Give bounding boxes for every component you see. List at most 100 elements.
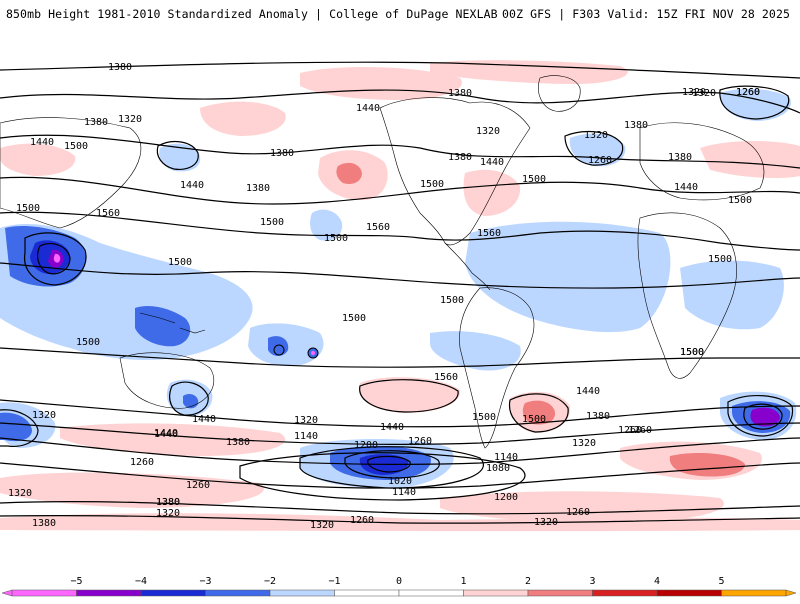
contour-label: 1500 [342, 313, 366, 324]
contour-label: 1260 [628, 425, 652, 436]
legend: −5 −4 −3 −2 −1 0 1 2 3 4 5 [0, 568, 800, 600]
contour-label: 1500 [324, 233, 348, 244]
contour-label: 1440 [154, 428, 178, 439]
contour-label: 1380 [246, 183, 270, 194]
shade-neg2-indonesia [135, 306, 191, 347]
coast-europe [639, 122, 765, 201]
legend-tick-label: −1 [328, 576, 340, 587]
shade-pos1-east-us [463, 169, 521, 216]
shade-pos1-scandinavia [700, 141, 800, 178]
shade-neg1-siberia [720, 88, 791, 121]
contour-label: 1380 [448, 88, 472, 99]
shade-neg1-north-atlantic [569, 133, 626, 167]
legend-tick-label: −4 [135, 576, 147, 587]
contour-label: 1320 [8, 488, 32, 499]
legend-tick-label: −5 [70, 576, 82, 587]
legend-tick-label: −3 [199, 576, 211, 587]
contour-1260-south [0, 462, 800, 489]
contour-label: 1320 [32, 410, 56, 421]
contour-label: 1500 [168, 257, 192, 268]
legend-segment [205, 589, 271, 597]
coast-australia [119, 352, 215, 409]
shade-neg2-sw-pacific [0, 412, 32, 442]
legend-max-arrow [785, 589, 797, 597]
coastlines [0, 75, 765, 449]
contour-low-north-pacific [156, 140, 199, 170]
contour-1020-south [367, 455, 411, 473]
contour-label: 1260 [408, 436, 432, 447]
shade-neg1-hawaii [310, 209, 343, 241]
shade-pos1-north-pacific-west [200, 101, 286, 136]
shade-pos1-arctic [430, 60, 628, 84]
legend-tick-label: 1 [460, 576, 466, 587]
contour-label: 1440 [480, 157, 504, 168]
contour-label: 1500 [16, 203, 40, 214]
contour-1140-south [299, 446, 484, 489]
contour-label: 1440 [576, 386, 600, 397]
contour-label: 1500 [420, 179, 444, 190]
shade-pos1-southern-band-c [440, 491, 724, 523]
legend-segment [592, 589, 658, 597]
contour-label: 1320 [310, 520, 334, 531]
contour-label: 1500 [64, 141, 88, 152]
legend-segment [76, 589, 142, 597]
contour-label: 1320 [476, 126, 500, 137]
contour-label: 1380 [448, 152, 472, 163]
contour-label: 1380 [624, 120, 648, 131]
legend-segment [463, 589, 529, 597]
contour-low-se-inner [743, 403, 783, 430]
contour-label: 1260 [566, 507, 590, 518]
contour-label: 1380 [270, 148, 294, 159]
shade-neg1-south-america [430, 331, 521, 371]
contour-label: 1260 [618, 425, 642, 436]
contour-label: 1200 [494, 492, 518, 503]
contour-label: 1500 [522, 174, 546, 185]
contour-1200-south [239, 452, 526, 501]
contour-label: 1560 [96, 208, 120, 219]
contour-label: 1320 [156, 508, 180, 519]
contour-high-south-pacific [359, 379, 459, 413]
contour-label: 1380 [586, 411, 610, 422]
shade-neg1-india-ocean [680, 260, 784, 330]
contour-1440-south [0, 399, 800, 428]
coast-asia [0, 117, 142, 229]
contour-label: 1560 [366, 222, 390, 233]
shade-neg2-aus-low [183, 393, 199, 409]
shade-pos2-south-america-south [522, 400, 556, 425]
legend-ticks: −5 −4 −3 −2 −1 0 1 2 3 4 5 [70, 576, 724, 587]
contour-label: 1260 [736, 87, 760, 98]
header: 850mb Height 1981-2010 Standardized Anom… [0, 0, 800, 28]
contour-label: 1140 [392, 487, 416, 498]
shade-neg5-low [53, 253, 61, 263]
contour-label: 1020 [388, 476, 412, 487]
shade-pos1-south-pacific-mid [359, 377, 461, 413]
contour-high-south-america [508, 393, 569, 433]
shade-pos1-southern-band-b [0, 472, 264, 508]
contour-label: 1500 [76, 337, 100, 348]
contour-label: 1140 [494, 452, 518, 463]
run-info: 00Z GFS | F303 Valid: 15Z FRI NOV 28 202… [502, 7, 790, 21]
contour-label: 1500 [260, 217, 284, 228]
legend-segment [11, 589, 77, 597]
contour-label: 1380 [32, 518, 56, 529]
contour-label: 1140 [294, 431, 318, 442]
contour-1380-south [0, 422, 800, 446]
contour-label: 1500 [440, 295, 464, 306]
legend-tick-label: 3 [589, 576, 595, 587]
contour-label: 1500 [680, 347, 704, 358]
contour-low-north-atlantic [564, 131, 624, 166]
contour-low-se [727, 395, 794, 437]
contour-label: 1320 [118, 114, 142, 125]
contour-low-west-pacific-inner [37, 243, 71, 275]
coast-indonesia [139, 312, 206, 334]
contour-label: 1320 [692, 88, 716, 99]
contour-label: 1440 [30, 137, 54, 148]
contour-low-aus [169, 381, 209, 416]
contour-label: 1380 [156, 497, 180, 508]
legend-segment [140, 589, 206, 597]
coast-north-america [379, 97, 531, 246]
legend-segment [527, 589, 593, 597]
map-panel: 1380 1380 1320 1440 1500 1500 1560 1380 1440 1380… [0, 28, 800, 559]
contour-1320-south [0, 437, 800, 466]
legend-tick-label: 4 [654, 576, 660, 587]
